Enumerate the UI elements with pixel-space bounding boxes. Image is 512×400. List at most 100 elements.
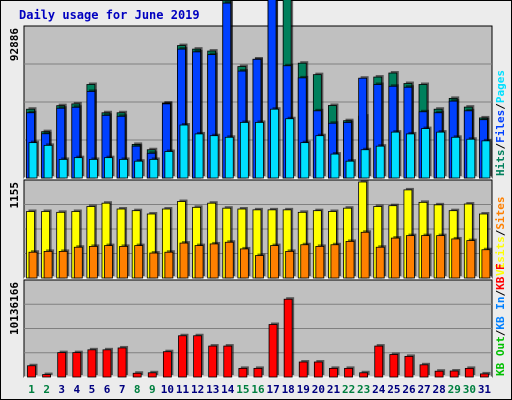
bar-pages — [375, 145, 385, 179]
bar-kbf — [464, 367, 474, 378]
x-tick-label: 7 — [119, 383, 126, 396]
x-tick-label: 29 — [448, 383, 461, 396]
bar-sites — [88, 246, 98, 279]
bar-kbf — [434, 370, 444, 378]
bar-kbf — [329, 367, 338, 378]
legend-entry: / — [494, 229, 507, 236]
bar-pages — [330, 153, 340, 179]
bar-pages — [224, 136, 234, 179]
legend-entry: Files — [494, 110, 507, 143]
bar-sites — [345, 241, 355, 279]
x-tick-label: 12 — [191, 383, 204, 396]
x-tick-label: 18 — [282, 383, 295, 396]
x-tick-label: 11 — [176, 383, 190, 396]
bar-pages — [406, 133, 415, 179]
bar-pages — [73, 157, 83, 179]
bar-sites — [58, 251, 68, 279]
legend-entry: Sites — [494, 197, 507, 230]
bar-sites — [164, 251, 174, 279]
bar-pages — [239, 122, 249, 179]
bar-kbf — [419, 364, 429, 378]
bar-pages — [421, 128, 430, 179]
bar-pages — [104, 157, 113, 179]
middle-panel-max-label: 1155 — [8, 182, 21, 209]
x-tick-label: 16 — [251, 383, 265, 396]
bar-sites — [390, 237, 400, 279]
bar-sites — [406, 235, 415, 279]
bar-pages — [285, 118, 295, 179]
x-tick-label: 13 — [206, 383, 219, 396]
bar-sites — [104, 245, 113, 279]
bar-pages — [88, 159, 98, 179]
bar-sites — [270, 245, 279, 279]
bar-kbf — [298, 361, 308, 378]
bar-kbf — [374, 345, 384, 378]
bar-kbf — [147, 372, 157, 378]
bar-kbf — [480, 373, 489, 378]
bar-sites — [255, 255, 264, 279]
legend-entry: KB Out — [494, 336, 507, 376]
bar-sites — [179, 242, 189, 279]
x-tick-label: 4 — [74, 383, 81, 396]
bar-kbf — [208, 345, 218, 378]
bar-kbf — [359, 372, 369, 378]
bar-kbf — [87, 349, 97, 378]
bar-pages — [466, 138, 476, 179]
bar-kbf — [344, 367, 353, 378]
x-tick-label: 20 — [312, 383, 325, 396]
x-tick-label: 15 — [236, 383, 249, 396]
x-tick-label: 27 — [417, 383, 430, 396]
bar-pages — [149, 159, 159, 179]
legend-entry: / — [494, 329, 507, 336]
bar-pages — [28, 142, 38, 179]
bar-kbf — [72, 352, 82, 378]
bar-kbf — [313, 361, 323, 378]
bar-sites — [481, 249, 491, 279]
bar-pages — [119, 159, 128, 179]
legend-entry: KB F — [494, 263, 507, 290]
bar-pages — [209, 135, 219, 179]
bar-sites — [28, 251, 38, 279]
x-tick-label: 30 — [463, 383, 476, 396]
x-tick-label: 28 — [433, 383, 446, 396]
bar-kbf — [178, 335, 187, 378]
x-tick-label: 31 — [478, 383, 492, 396]
bar-pages — [270, 108, 279, 179]
bar-sites — [360, 231, 370, 279]
x-tick-label: 14 — [221, 383, 235, 396]
bar-sites — [330, 244, 340, 279]
bar-sites — [466, 240, 476, 279]
bar-kbf — [283, 298, 293, 378]
bar-kbf — [162, 351, 172, 378]
bar-pages — [300, 142, 310, 179]
bar-kbf-shadow — [44, 372, 53, 375]
x-tick-label: 22 — [342, 383, 355, 396]
bar-sites — [315, 246, 325, 279]
bar-pages — [360, 149, 370, 179]
x-tick-label: 24 — [372, 383, 386, 396]
bar-sites — [209, 243, 219, 279]
bar-sites — [43, 251, 53, 279]
bar-kbf — [27, 365, 36, 378]
bar-kbf — [404, 355, 414, 378]
legend-entry: / — [494, 290, 507, 297]
x-tick-label: 10 — [161, 383, 174, 396]
bar-sites — [300, 244, 310, 279]
bar-kbf — [253, 367, 263, 378]
x-tick-label: 25 — [387, 383, 400, 396]
panel-middle: 1155 — [8, 179, 493, 279]
bar-sites — [149, 252, 159, 279]
bar-kbf — [389, 354, 399, 378]
x-axis-labels: 1 2 3 4 5 6 7 8 9 10 11 12 13 14 15 16 17 18 19 20 21 22 23 24 2… — [28, 383, 491, 396]
x-tick-label: 26 — [402, 383, 416, 396]
bar-pages — [43, 144, 53, 179]
bar-pages — [58, 159, 68, 179]
bar-pages — [345, 160, 355, 179]
bottom-legend: KB Out/KB In/KB F — [494, 263, 507, 376]
bar-kbf — [238, 367, 248, 378]
bar-kbf — [193, 335, 202, 378]
middle-legend: Visits/Sites — [494, 197, 507, 277]
bar-pages — [164, 151, 174, 179]
